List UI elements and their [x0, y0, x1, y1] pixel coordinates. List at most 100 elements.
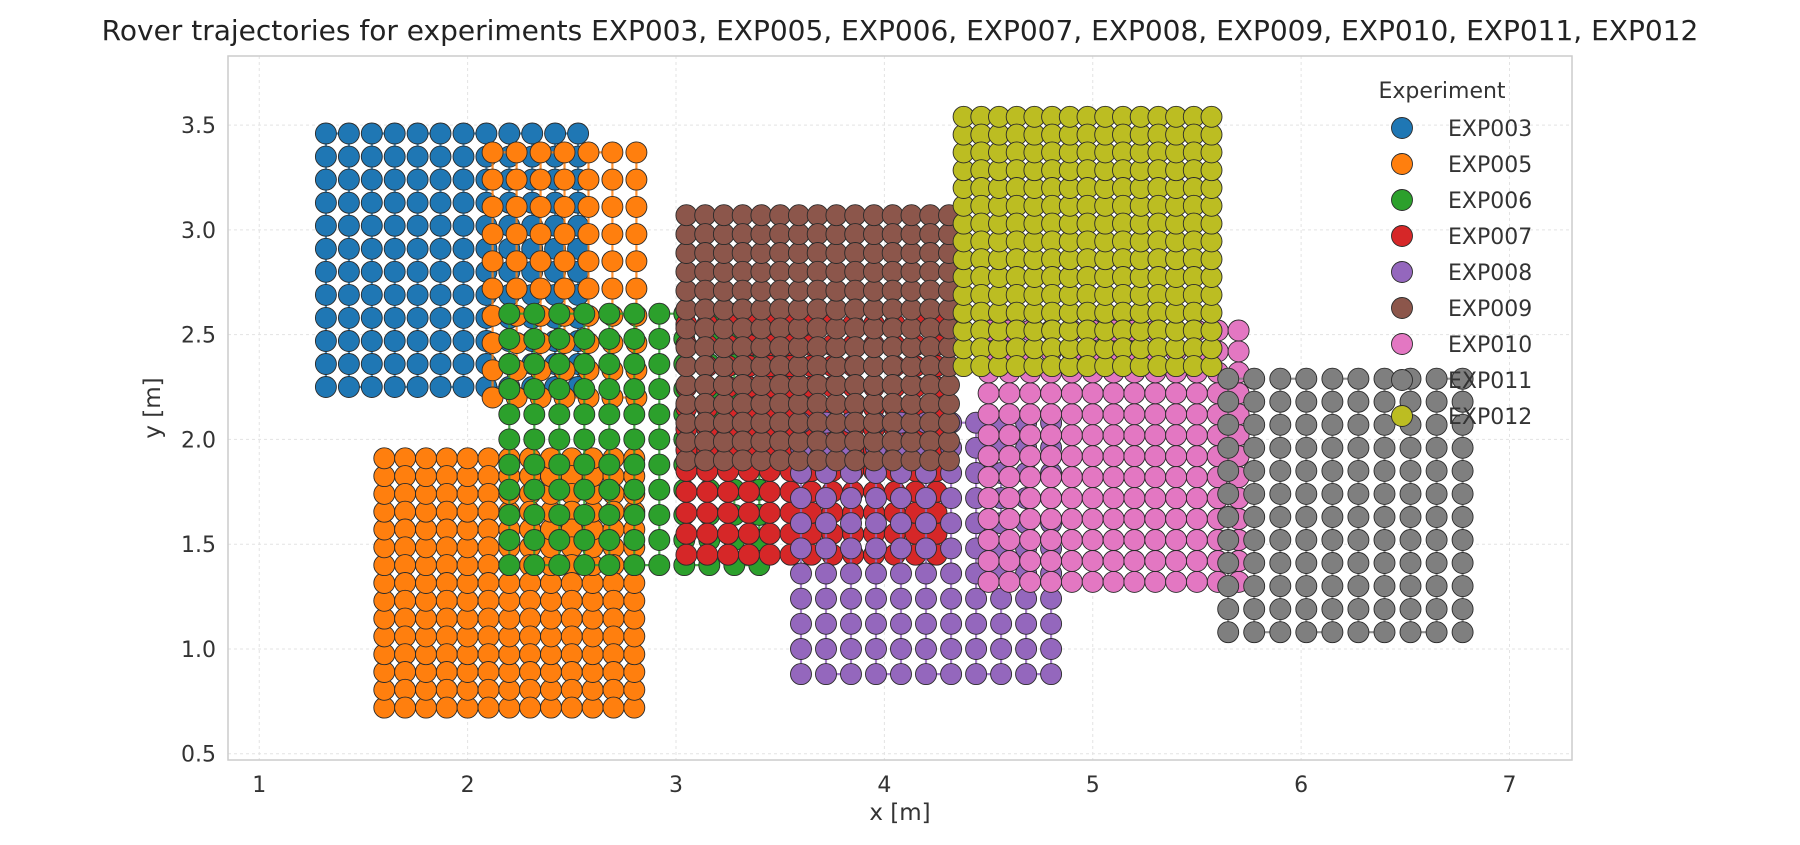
- data-point: [314, 260, 337, 283]
- data-point: [523, 503, 546, 526]
- data-point: [505, 223, 528, 246]
- data-point: [1321, 621, 1344, 644]
- data-point: [712, 242, 735, 264]
- data-point: [498, 327, 521, 350]
- data-point: [406, 145, 429, 168]
- data-point: [731, 430, 754, 453]
- data-point: [1144, 382, 1167, 405]
- data-point: [865, 587, 887, 610]
- data-point: [1060, 570, 1083, 593]
- data-point: [477, 696, 500, 719]
- data-point: [625, 141, 648, 164]
- data-point: [900, 336, 923, 359]
- data-point: [1243, 436, 1266, 459]
- data-point: [919, 223, 942, 246]
- data-point: [750, 336, 773, 359]
- x-tick-label: 7: [1502, 773, 1516, 798]
- data-point: [456, 447, 479, 470]
- data-point: [863, 204, 885, 227]
- data-point: [998, 424, 1021, 447]
- data-point: [505, 195, 528, 218]
- data-point: [505, 168, 528, 191]
- data-point: [337, 330, 360, 352]
- data-point: [900, 279, 923, 302]
- data-point: [806, 411, 829, 434]
- data-point: [750, 392, 773, 415]
- data-point: [406, 260, 429, 283]
- series-exp011: [1217, 367, 1474, 644]
- data-point: [750, 279, 773, 302]
- data-point: [1347, 367, 1370, 390]
- data-point: [675, 336, 698, 359]
- data-point: [900, 355, 923, 378]
- data-point: [505, 250, 528, 273]
- data-point: [383, 122, 406, 145]
- data-point: [940, 612, 963, 635]
- data-point: [360, 122, 383, 145]
- data-point: [890, 537, 912, 560]
- data-point: [598, 529, 621, 551]
- data-point: [1060, 445, 1083, 468]
- data-point: [1081, 403, 1104, 426]
- data-point: [1373, 506, 1396, 528]
- data-point: [787, 355, 810, 378]
- data-point: [1425, 413, 1448, 436]
- data-point: [1451, 459, 1474, 482]
- data-point: [1185, 403, 1208, 426]
- data-point: [548, 503, 571, 526]
- data-point: [787, 260, 810, 283]
- data-point: [1321, 598, 1344, 621]
- data-point: [601, 277, 624, 300]
- data-point: [1347, 459, 1370, 482]
- data-point: [598, 302, 621, 325]
- data-point: [790, 587, 812, 610]
- data-point: [481, 250, 504, 273]
- data-point: [1040, 638, 1063, 660]
- data-point: [1451, 598, 1474, 621]
- data-point: [750, 374, 773, 396]
- data-point: [890, 612, 912, 635]
- data-point: [844, 355, 867, 378]
- data-point: [675, 242, 698, 264]
- data-point: [1243, 459, 1266, 482]
- data-point: [553, 277, 576, 300]
- data-point: [498, 529, 521, 551]
- data-point: [915, 587, 937, 610]
- data-point: [452, 122, 475, 145]
- data-point: [1425, 436, 1448, 459]
- data-point: [314, 283, 337, 306]
- data-point: [1243, 529, 1266, 551]
- data-point: [1123, 570, 1146, 593]
- data-point: [314, 122, 337, 145]
- data-point: [577, 195, 600, 218]
- data-point: [406, 330, 429, 352]
- data-point: [900, 411, 923, 434]
- data-point: [938, 411, 960, 434]
- data-point: [769, 317, 792, 340]
- data-point: [481, 195, 504, 218]
- data-point: [529, 195, 552, 218]
- data-point: [1040, 508, 1063, 530]
- data-point: [648, 428, 671, 451]
- data-point: [1040, 403, 1063, 426]
- data-point: [737, 501, 760, 524]
- data-point: [844, 204, 867, 227]
- data-point: [915, 663, 937, 686]
- data-point: [1347, 436, 1370, 459]
- data-point: [1295, 598, 1318, 621]
- legend-label: EXP005: [1448, 153, 1532, 178]
- data-point: [790, 512, 812, 535]
- data-point: [881, 392, 904, 415]
- data-point: [498, 122, 521, 145]
- data-point: [712, 355, 735, 378]
- data-point: [1040, 663, 1063, 686]
- data-point: [360, 283, 383, 306]
- data-point: [1019, 529, 1042, 551]
- data-point: [452, 376, 475, 398]
- data-point: [1217, 436, 1240, 459]
- data-point: [1185, 508, 1208, 530]
- legend-marker: [1391, 225, 1413, 247]
- data-point: [1321, 552, 1344, 574]
- data-point: [806, 223, 829, 246]
- data-point: [675, 298, 698, 321]
